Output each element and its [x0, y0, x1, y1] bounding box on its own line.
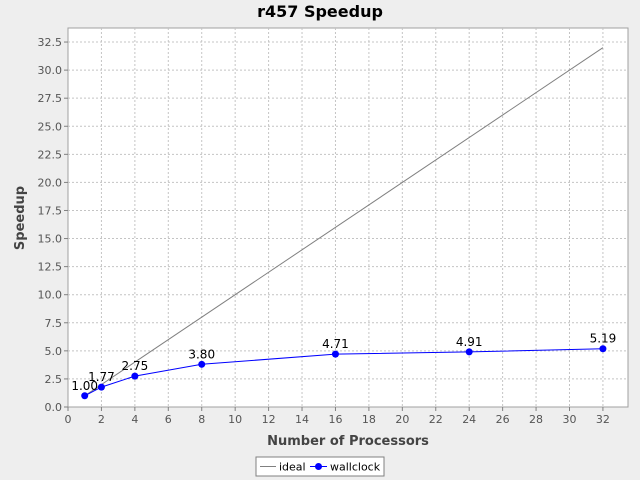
y-tick-label: 30.0	[38, 64, 63, 77]
data-point-wallclock	[81, 392, 89, 400]
y-tick-label: 2.5	[45, 373, 63, 386]
y-tick-label: 20.0	[38, 176, 63, 189]
y-tick-label: 27.5	[38, 92, 63, 105]
legend-label-wallclock: wallclock	[330, 461, 381, 474]
x-tick-label: 20	[395, 413, 409, 426]
x-tick-label: 26	[496, 413, 510, 426]
x-axis-label: Number of Processors	[267, 434, 429, 449]
y-tick-label: 5.0	[45, 345, 63, 358]
x-tick-label: 12	[262, 413, 276, 426]
y-tick-label: 15.0	[38, 233, 63, 246]
y-tick-label: 0.0	[45, 401, 63, 414]
data-label-wallclock: 1.77	[88, 370, 115, 384]
y-axis-label: Speedup	[13, 186, 28, 250]
data-point-wallclock	[599, 345, 607, 353]
chart-title: r457 Speedup	[257, 2, 383, 21]
x-tick-label: 8	[198, 413, 205, 426]
x-tick-label: 18	[362, 413, 376, 426]
data-point-wallclock	[465, 348, 473, 356]
x-tick-label: 16	[328, 413, 342, 426]
grid	[68, 28, 628, 407]
data-label-wallclock: 5.19	[590, 332, 617, 346]
legend-marker-wallclock	[315, 463, 322, 470]
x-tick-label: 30	[562, 413, 576, 426]
y-tick-label: 12.5	[38, 261, 63, 274]
x-tick-label: 10	[228, 413, 242, 426]
data-label-wallclock: 1.00	[71, 379, 98, 393]
y-tick-label: 25.0	[38, 120, 63, 133]
data-point-wallclock	[131, 372, 139, 380]
x-tick-label: 22	[429, 413, 443, 426]
y-tick-label: 22.5	[38, 148, 63, 161]
x-tick-label: 6	[165, 413, 172, 426]
legend-label-ideal: ideal	[279, 461, 306, 474]
y-tick-label: 10.0	[38, 289, 63, 302]
series-line-ideal	[84, 47, 604, 397]
x-tick-label: 32	[596, 413, 610, 426]
data-point-wallclock	[198, 360, 206, 368]
x-tick-label: 4	[131, 413, 138, 426]
data-label-wallclock: 3.80	[188, 347, 215, 361]
y-tick-label: 7.5	[45, 317, 63, 330]
data-label-wallclock: 4.91	[456, 335, 483, 349]
x-tick-label: 0	[65, 413, 72, 426]
x-tick-label: 14	[295, 413, 309, 426]
data-point-wallclock	[97, 383, 105, 391]
data-label-wallclock: 4.71	[322, 337, 349, 351]
data-point-wallclock	[331, 350, 339, 358]
axis-ticks: 0 2 4 6 8 10 12 14 16 18 20 22 24 26 28 30 320.02.55.07.…	[38, 36, 610, 426]
x-tick-label: 2	[98, 413, 105, 426]
y-tick-label: 32.5	[38, 36, 63, 49]
y-tick-label: 17.5	[38, 204, 63, 217]
x-tick-label: 28	[529, 413, 543, 426]
x-tick-label: 24	[462, 413, 476, 426]
legend: ideal wallclock	[255, 456, 385, 477]
series-layer: 1.001.77 2.75 3.80 4.71 4.91 5.19	[71, 47, 617, 400]
data-label-wallclock: 2.75	[122, 359, 149, 373]
